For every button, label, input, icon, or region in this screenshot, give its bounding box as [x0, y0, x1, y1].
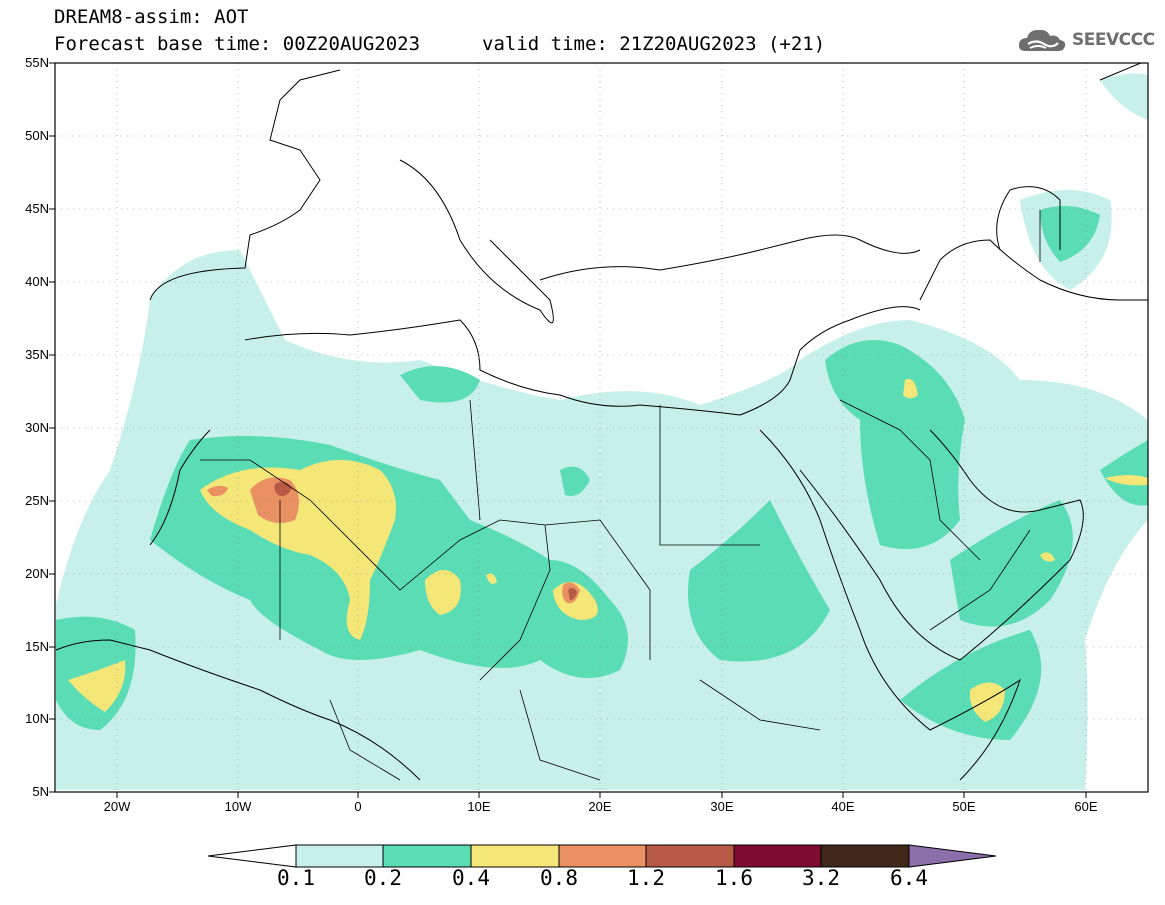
colorbar-under-arrow — [207, 844, 297, 868]
axis-ticks — [49, 62, 1087, 798]
colorbar-label: 0.2 — [364, 866, 402, 890]
lat-label: 50N — [25, 128, 49, 143]
lat-label: 5N — [32, 784, 49, 799]
lon-label: 10W — [224, 799, 252, 814]
lat-label: 30N — [25, 420, 49, 435]
country-borders — [200, 210, 1041, 781]
aot-shading — [55, 63, 1148, 792]
valid-time: valid time: 21Z20AUG2023 (+21) — [482, 33, 826, 55]
lat-label: 40N — [25, 274, 49, 289]
lon-label: 30E — [710, 799, 734, 814]
forecast-base-time: Forecast base time: 00Z20AUG2023 — [54, 33, 421, 55]
lat-label: 25N — [25, 493, 49, 508]
colorbar-label: 0.8 — [540, 866, 578, 890]
aot-level-0-4 — [68, 379, 1148, 722]
lon-label: 20E — [588, 799, 612, 814]
colorbar-bin-1 — [295, 844, 384, 868]
logo-text: SEEVCCC — [1072, 30, 1155, 50]
colorbar-bin-4 — [558, 844, 647, 868]
colorbar-bin-5 — [645, 844, 735, 868]
lat-label: 35N — [25, 347, 49, 362]
colorbar-label: 6.4 — [890, 866, 928, 890]
lon-label: 0 — [354, 799, 362, 814]
colorbar-bin-7 — [820, 844, 910, 868]
lat-label: 15N — [25, 639, 49, 654]
lat-label: 20N — [25, 566, 49, 581]
colorbar-label: 1.6 — [715, 866, 753, 890]
lon-label: 50E — [952, 799, 976, 814]
lat-label: 45N — [25, 201, 49, 216]
map-title: DREAM8-assim: AOT — [54, 6, 249, 28]
colorbar-label: 0.4 — [452, 866, 490, 890]
colorbar — [207, 844, 997, 868]
lat-label: 55N — [25, 55, 49, 70]
colorbar-bin-6 — [733, 844, 822, 868]
colorbar-bin-2 — [382, 844, 472, 868]
graticule — [55, 63, 1148, 792]
cloud-logo-icon — [1018, 29, 1066, 51]
colorbar-label: 1.2 — [627, 866, 665, 890]
seevccc-logo: SEEVCCC — [1016, 23, 1156, 57]
coastlines — [55, 63, 1148, 781]
lat-label: 10N — [25, 711, 49, 726]
lon-label: 10E — [467, 799, 491, 814]
lon-label: 60E — [1074, 799, 1098, 814]
colorbar-label: 3.2 — [802, 866, 840, 890]
lon-label: 20W — [103, 799, 131, 814]
colorbar-over-arrow — [908, 844, 997, 868]
colorbar-label: 0.1 — [277, 866, 315, 890]
lon-label: 40E — [831, 799, 855, 814]
colorbar-bin-3 — [470, 844, 560, 868]
